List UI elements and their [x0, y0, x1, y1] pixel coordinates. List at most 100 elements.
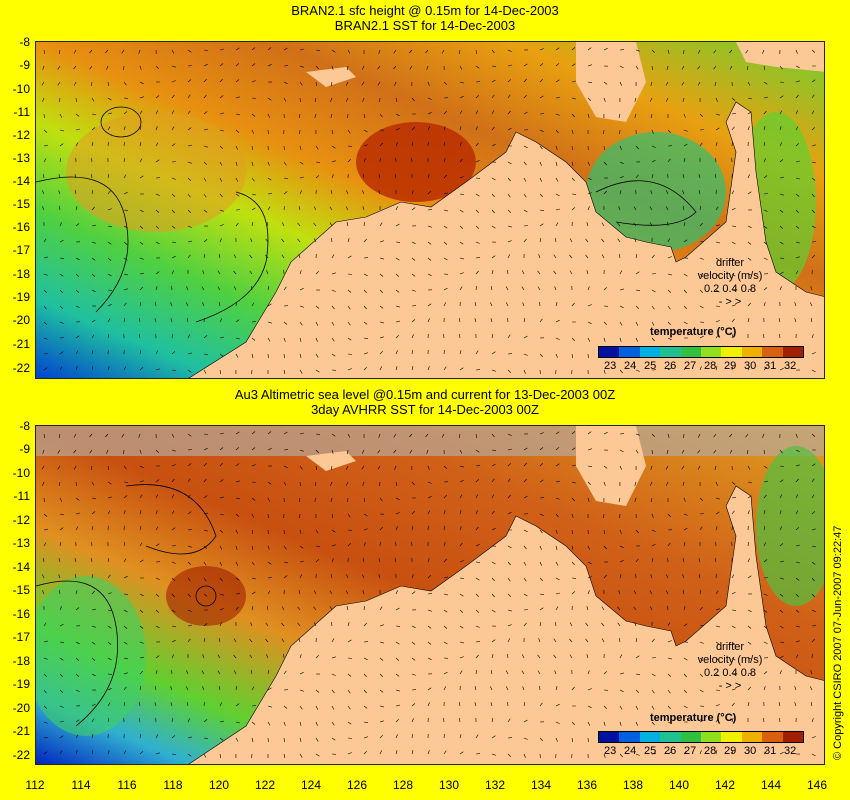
lon-tick: 134 [530, 778, 552, 792]
colorbar-label: 29 [724, 745, 737, 757]
lat-tick: -19 [12, 677, 30, 691]
lat-tick: -18 [12, 654, 30, 668]
colorbar-swatch [701, 732, 722, 742]
lon-tick: 138 [622, 778, 644, 792]
colorbar-swatch [741, 732, 763, 742]
lon-tick: 132 [484, 778, 506, 792]
top-title-line2: BRAN2.1 SST for 14-Dec-2003 [334, 18, 516, 33]
lon-tick: 140 [668, 778, 690, 792]
lat-tick: -22 [12, 748, 30, 762]
lat-tick: -19 [12, 290, 30, 304]
top-map-svg [36, 42, 824, 378]
lon-tick: 112 [25, 778, 45, 792]
lat-tick: -12 [12, 128, 30, 142]
lon-tick: 126 [346, 778, 368, 792]
top-colorbar [598, 346, 804, 358]
colorbar-label: 26 [664, 745, 677, 757]
colorbar-label: 25 [644, 360, 657, 372]
colorbar-swatch [619, 347, 640, 357]
top-title-line1: BRAN2.1 sfc height @ 0.15m for 14-Dec-20… [291, 3, 559, 18]
lat-tick: -17 [12, 630, 30, 644]
colorbar-label: 26 [664, 360, 677, 372]
drifter-label: drifter [715, 641, 745, 653]
colorbar-label: 27 [684, 360, 697, 372]
lat-tick: -13 [12, 151, 30, 165]
lat-tick: -9 [19, 442, 30, 456]
bottom-panel-title: Au3 Altimetric sea level @0.15m and curr… [0, 387, 850, 417]
bottom-map-svg [36, 426, 824, 764]
lat-tick: -16 [12, 607, 30, 621]
lat-tick: -20 [12, 701, 30, 715]
colorbar-swatch [639, 732, 661, 742]
lon-tick: 144 [760, 778, 782, 792]
top-drifter-legend: drifter velocity (m/s) 0.2 0.4 0.8 - > > [685, 257, 775, 309]
colorbar-label: 24 [624, 745, 637, 757]
colorbar-swatch [680, 347, 702, 357]
colorbar-swatch [762, 732, 783, 742]
colorbar-label: 32 [784, 745, 797, 757]
lon-tick: 114 [71, 778, 91, 792]
lat-tick: -21 [12, 724, 30, 738]
colorbar-swatch [639, 347, 661, 357]
bottom-title-line2: 3day AVHRR SST for 14-Dec-2003 00Z [311, 402, 539, 417]
top-legend-title: temperature (°C) [650, 326, 737, 338]
lon-tick: 130 [438, 778, 460, 792]
colorbar-swatch [782, 347, 804, 357]
lon-tick: 146 [806, 778, 828, 792]
colorbar-swatch [599, 732, 620, 742]
lat-tick: -11 [13, 489, 30, 503]
lat-tick: -10 [12, 466, 30, 480]
drifter-velocity-label: velocity (m/s) [697, 270, 763, 282]
colorbar-swatch [619, 732, 640, 742]
lat-tick: -8 [19, 35, 30, 49]
lat-tick: -13 [12, 536, 30, 550]
colorbar-label: 23 [604, 745, 617, 757]
bottom-drifter-legend: drifter velocity (m/s) 0.2 0.4 0.8 - > > [685, 641, 775, 693]
bottom-colorbar [598, 731, 804, 743]
colorbar-swatch [680, 732, 702, 742]
colorbar-swatch [660, 347, 681, 357]
colorbar-swatch [721, 347, 742, 357]
lat-tick: -20 [12, 313, 30, 327]
lat-tick: -14 [12, 560, 30, 574]
lat-tick: -14 [12, 174, 30, 188]
bottom-legend-title: temperature (°C) [650, 712, 737, 724]
land-mass [188, 101, 824, 378]
lon-tick: 120 [208, 778, 230, 792]
lon-tick: 118 [163, 778, 183, 792]
lon-tick: 124 [300, 778, 322, 792]
lon-tick: 136 [576, 778, 598, 792]
lat-tick: -8 [19, 419, 30, 433]
lon-tick: 128 [392, 778, 414, 792]
colorbar-swatch [721, 732, 742, 742]
lat-tick: -22 [12, 361, 30, 375]
colorbar-swatch [762, 347, 783, 357]
colorbar-label: 24 [624, 360, 637, 372]
drifter-velocity-label: velocity (m/s) [697, 654, 763, 666]
top-sst-map [35, 41, 825, 379]
colorbar-swatch [660, 732, 681, 742]
bottom-title-line1: Au3 Altimetric sea level @0.15m and curr… [234, 387, 616, 402]
lat-tick: -9 [19, 58, 30, 72]
lat-tick: -21 [12, 337, 30, 351]
colorbar-label: 28 [704, 745, 717, 757]
drifter-label: drifter [715, 257, 745, 269]
lat-tick: -18 [12, 267, 30, 281]
colorbar-label: 27 [684, 745, 697, 757]
lat-tick: -16 [12, 220, 30, 234]
colorbar-swatch [741, 347, 763, 357]
colorbar-label: 29 [724, 360, 737, 372]
lat-tick: -15 [12, 197, 30, 211]
bottom-sst-map [35, 425, 825, 765]
copyright-text: © Copyright CSIRO 2007 07-Jun-2007 09:22… [832, 525, 844, 760]
colorbar-swatch [599, 347, 620, 357]
lat-tick: -17 [12, 243, 30, 257]
drifter-scale-values: 0.2 0.4 0.8 [704, 667, 756, 679]
lat-tick: -15 [12, 583, 30, 597]
colorbar-label: 31 [764, 360, 777, 372]
lat-tick: -11 [13, 105, 30, 119]
colorbar-label: 31 [764, 745, 777, 757]
colorbar-label: 30 [744, 360, 757, 372]
colorbar-swatch [701, 347, 722, 357]
colorbar-label: 32 [784, 360, 797, 372]
